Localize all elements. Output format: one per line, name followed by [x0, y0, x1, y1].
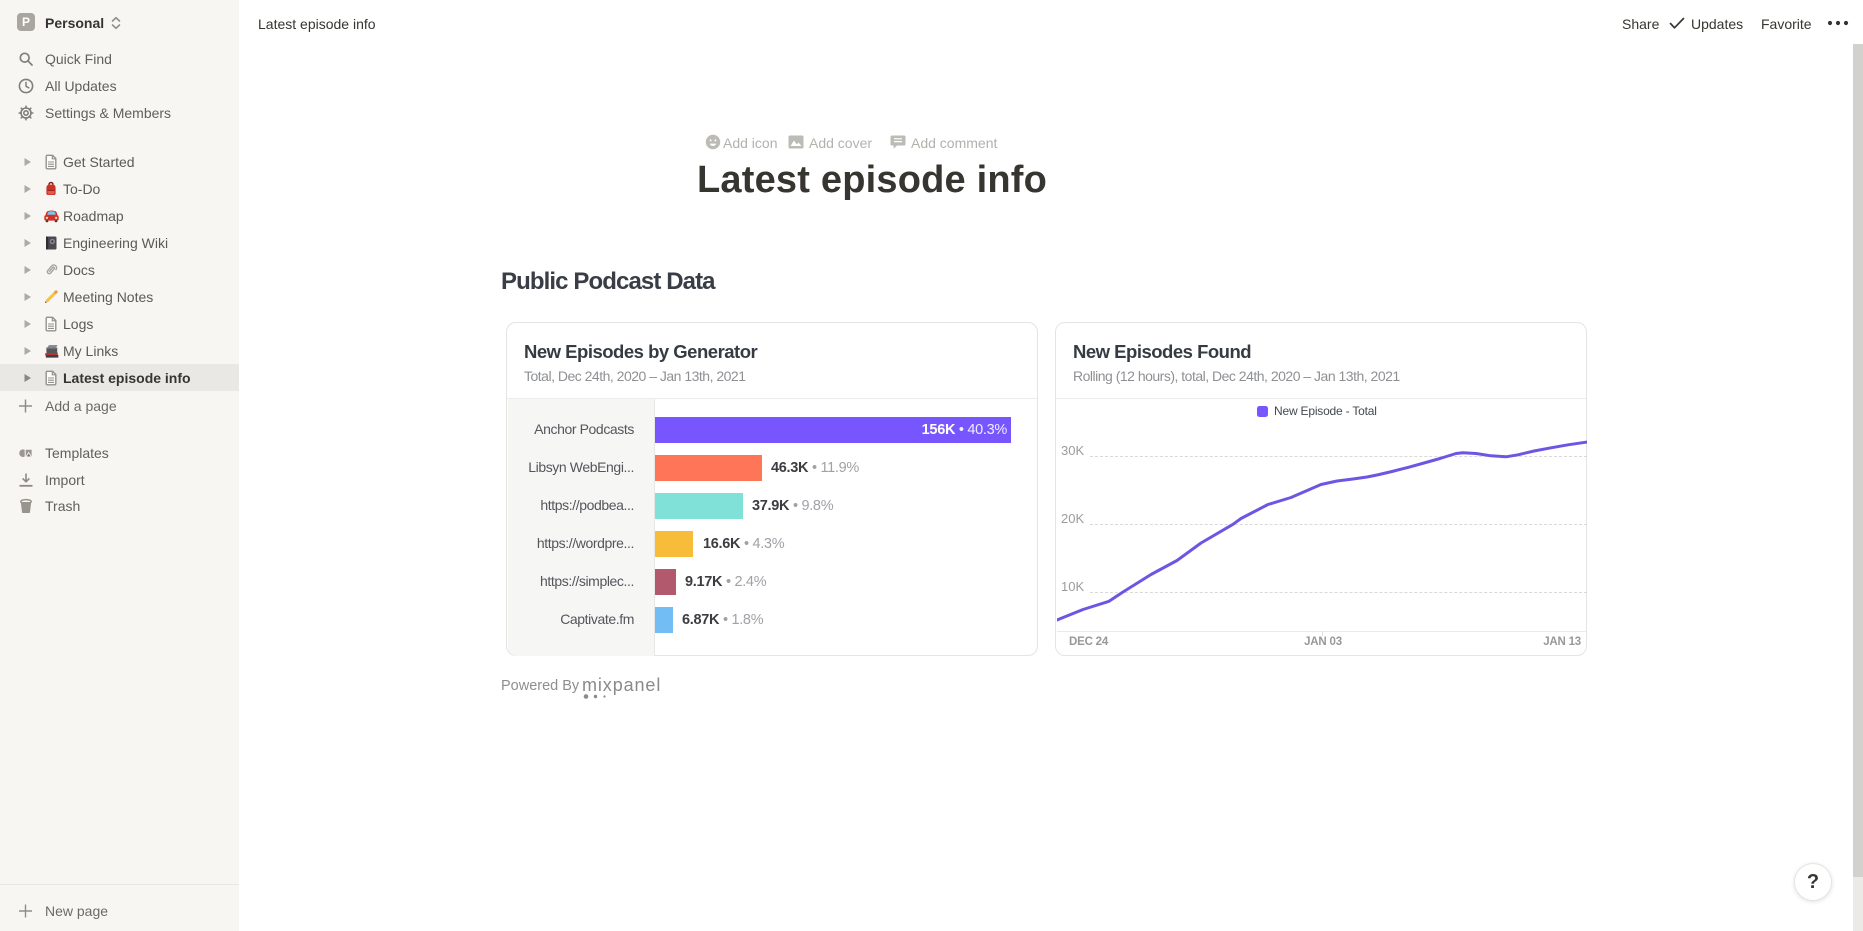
svg-text:mixpanel: mixpanel	[582, 675, 661, 695]
